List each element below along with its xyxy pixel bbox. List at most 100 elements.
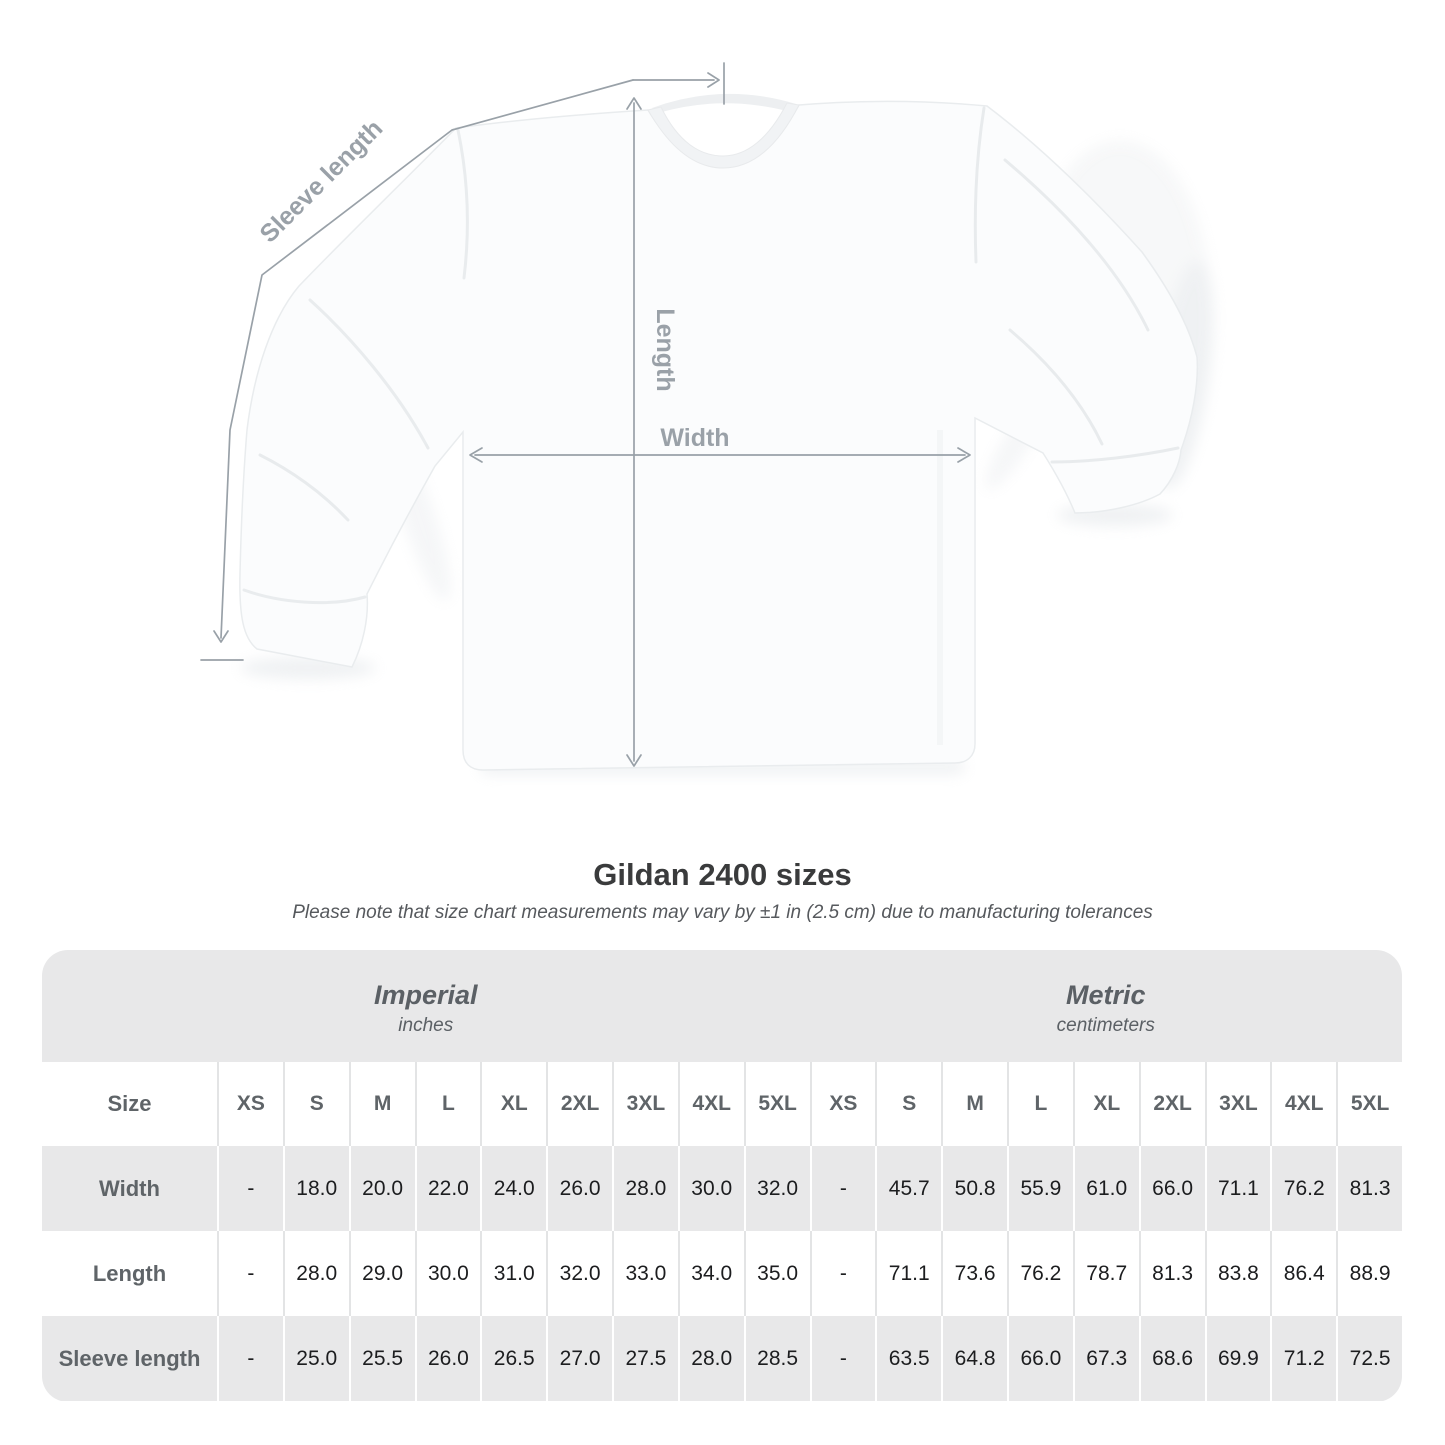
metric-value: 71.2	[1270, 1316, 1336, 1401]
imperial-value: 34.0	[677, 1231, 744, 1316]
size-header-imperial: L	[414, 1062, 481, 1146]
metric-value: 71.1	[1204, 1146, 1271, 1231]
metric-value: 67.3	[1072, 1316, 1139, 1401]
imperial-value: 26.0	[414, 1316, 481, 1401]
metric-value: 76.2	[1270, 1146, 1336, 1231]
imperial-value: 30.0	[414, 1231, 481, 1316]
size-header-imperial: 5XL	[743, 1062, 810, 1146]
metric-title: Metric	[1065, 979, 1146, 1010]
metric-value: 61.0	[1072, 1146, 1139, 1231]
metric-value: 63.5	[875, 1316, 941, 1401]
imperial-value: 22.0	[414, 1146, 481, 1231]
size-header-metric: L	[1007, 1062, 1073, 1146]
imperial-header: Imperial inches	[42, 950, 810, 1062]
width-measure-line	[469, 447, 971, 463]
imperial-value: 20.0	[348, 1146, 415, 1231]
measurement-row: Width -18.0 20.0 22.0 24.0 26.0 28.0 30.0 32.0-4…	[42, 1146, 1402, 1231]
imperial-value: 27.0	[546, 1316, 612, 1401]
imperial-value: 30.0	[677, 1146, 744, 1231]
imperial-value: 26.0	[546, 1146, 612, 1231]
metric-value: 55.9	[1007, 1146, 1073, 1231]
size-header-metric: 4XL	[1270, 1062, 1336, 1146]
imperial-value: -	[217, 1316, 283, 1401]
metric-value: 68.6	[1138, 1316, 1205, 1401]
length-label: Length	[651, 308, 679, 391]
imperial-value: 29.0	[348, 1231, 415, 1316]
metric-unit: centimeters	[1056, 1014, 1155, 1036]
size-header-metric: M	[941, 1062, 1007, 1146]
metric-value: 72.5	[1336, 1316, 1402, 1401]
sleeve-length-measure-line	[200, 62, 725, 661]
unit-header-band: Imperial inches Metric centimeters	[42, 950, 1402, 1062]
tolerance-note: Please note that size chart measurements…	[292, 902, 1153, 923]
imperial-value: 18.0	[282, 1146, 349, 1231]
size-header-imperial: S	[282, 1062, 349, 1146]
imperial-value: 24.0	[480, 1146, 546, 1231]
metric-value: 73.6	[941, 1231, 1007, 1316]
page-title: Gildan 2400 sizes	[593, 857, 852, 892]
metric-value: 66.0	[1007, 1316, 1073, 1401]
size-header-metric: 3XL	[1204, 1062, 1271, 1146]
imperial-value: 28.0	[677, 1316, 744, 1401]
imperial-value: 33.0	[612, 1231, 678, 1316]
metric-value: 66.0	[1138, 1146, 1205, 1231]
measurement-row: Sleeve length -25.0 25.5 26.0 26.5 27.0 27.5 28…	[42, 1316, 1402, 1401]
size-header-metric: S	[875, 1062, 941, 1146]
row-label: Length	[92, 1260, 167, 1286]
metric-value: 86.4	[1270, 1231, 1336, 1316]
measurement-row: Length -28.0 29.0 30.0 31.0 32.0 33.0 34.0 35.0-…	[42, 1231, 1402, 1316]
metric-value: 81.3	[1336, 1146, 1402, 1231]
imperial-value: 28.0	[282, 1231, 349, 1316]
shirt-measurement-diagram: Sleeve length Length Width	[200, 62, 1214, 774]
size-column-header: Size	[107, 1091, 152, 1116]
metric-value: 50.8	[941, 1146, 1007, 1231]
metric-header: Metric centimeters	[810, 950, 1403, 1062]
metric-value: 71.1	[875, 1231, 941, 1316]
size-table: Imperial inches Metric centimeters Size X…	[42, 950, 1402, 1402]
size-header-imperial: XL	[480, 1062, 546, 1146]
row-label: Width	[99, 1175, 160, 1201]
imperial-value: 26.5	[480, 1316, 546, 1401]
size-header-row: Size XS S M L XL 2XL 3XL 4XL 5XL XS S M L XL 2XL 3XL 4XL 5…	[42, 1062, 1402, 1146]
imperial-value: 25.0	[282, 1316, 349, 1401]
imperial-value: 28.0	[612, 1146, 678, 1231]
imperial-value: -	[217, 1146, 283, 1231]
size-header-metric: XS	[809, 1062, 876, 1146]
metric-value: 45.7	[875, 1146, 941, 1231]
imperial-value: -	[217, 1231, 283, 1316]
metric-value: 64.8	[941, 1316, 1007, 1401]
width-label: Width	[660, 424, 729, 452]
metric-value: -	[809, 1231, 876, 1316]
metric-value: 81.3	[1138, 1231, 1205, 1316]
imperial-value: 32.0	[546, 1231, 612, 1316]
imperial-value: 27.5	[612, 1316, 678, 1401]
size-header-imperial: 2XL	[546, 1062, 612, 1146]
metric-value: 69.9	[1204, 1316, 1271, 1401]
imperial-unit: inches	[398, 1014, 454, 1036]
size-header-imperial: XS	[217, 1062, 283, 1146]
size-header-imperial: 4XL	[677, 1062, 744, 1146]
long-sleeve-shirt-image	[239, 93, 1199, 771]
imperial-title: Imperial	[373, 979, 478, 1010]
metric-value: -	[809, 1316, 876, 1401]
imperial-value: 28.5	[743, 1316, 810, 1401]
size-header-imperial: M	[348, 1062, 415, 1146]
size-table-rows: Size XS S M L XL 2XL 3XL 4XL 5XL XS S M L XL 2XL 3XL 4XL 5…	[42, 1062, 1402, 1401]
size-header-metric: 2XL	[1138, 1062, 1205, 1146]
imperial-value: 32.0	[743, 1146, 810, 1231]
metric-value: 83.8	[1204, 1231, 1271, 1316]
metric-value: -	[809, 1146, 876, 1231]
size-header-metric: XL	[1072, 1062, 1139, 1146]
metric-value: 88.9	[1336, 1231, 1402, 1316]
metric-value: 76.2	[1007, 1231, 1073, 1316]
imperial-value: 35.0	[743, 1231, 810, 1316]
caption-block: Gildan 2400 sizes Please note that size …	[0, 856, 1445, 924]
row-label: Sleeve length	[58, 1345, 201, 1371]
size-header-imperial: 3XL	[612, 1062, 678, 1146]
metric-value: 78.7	[1072, 1231, 1139, 1316]
imperial-value: 25.5	[348, 1316, 415, 1401]
length-measure-line	[626, 97, 642, 767]
imperial-value: 31.0	[480, 1231, 546, 1316]
size-header-metric: 5XL	[1336, 1062, 1402, 1146]
